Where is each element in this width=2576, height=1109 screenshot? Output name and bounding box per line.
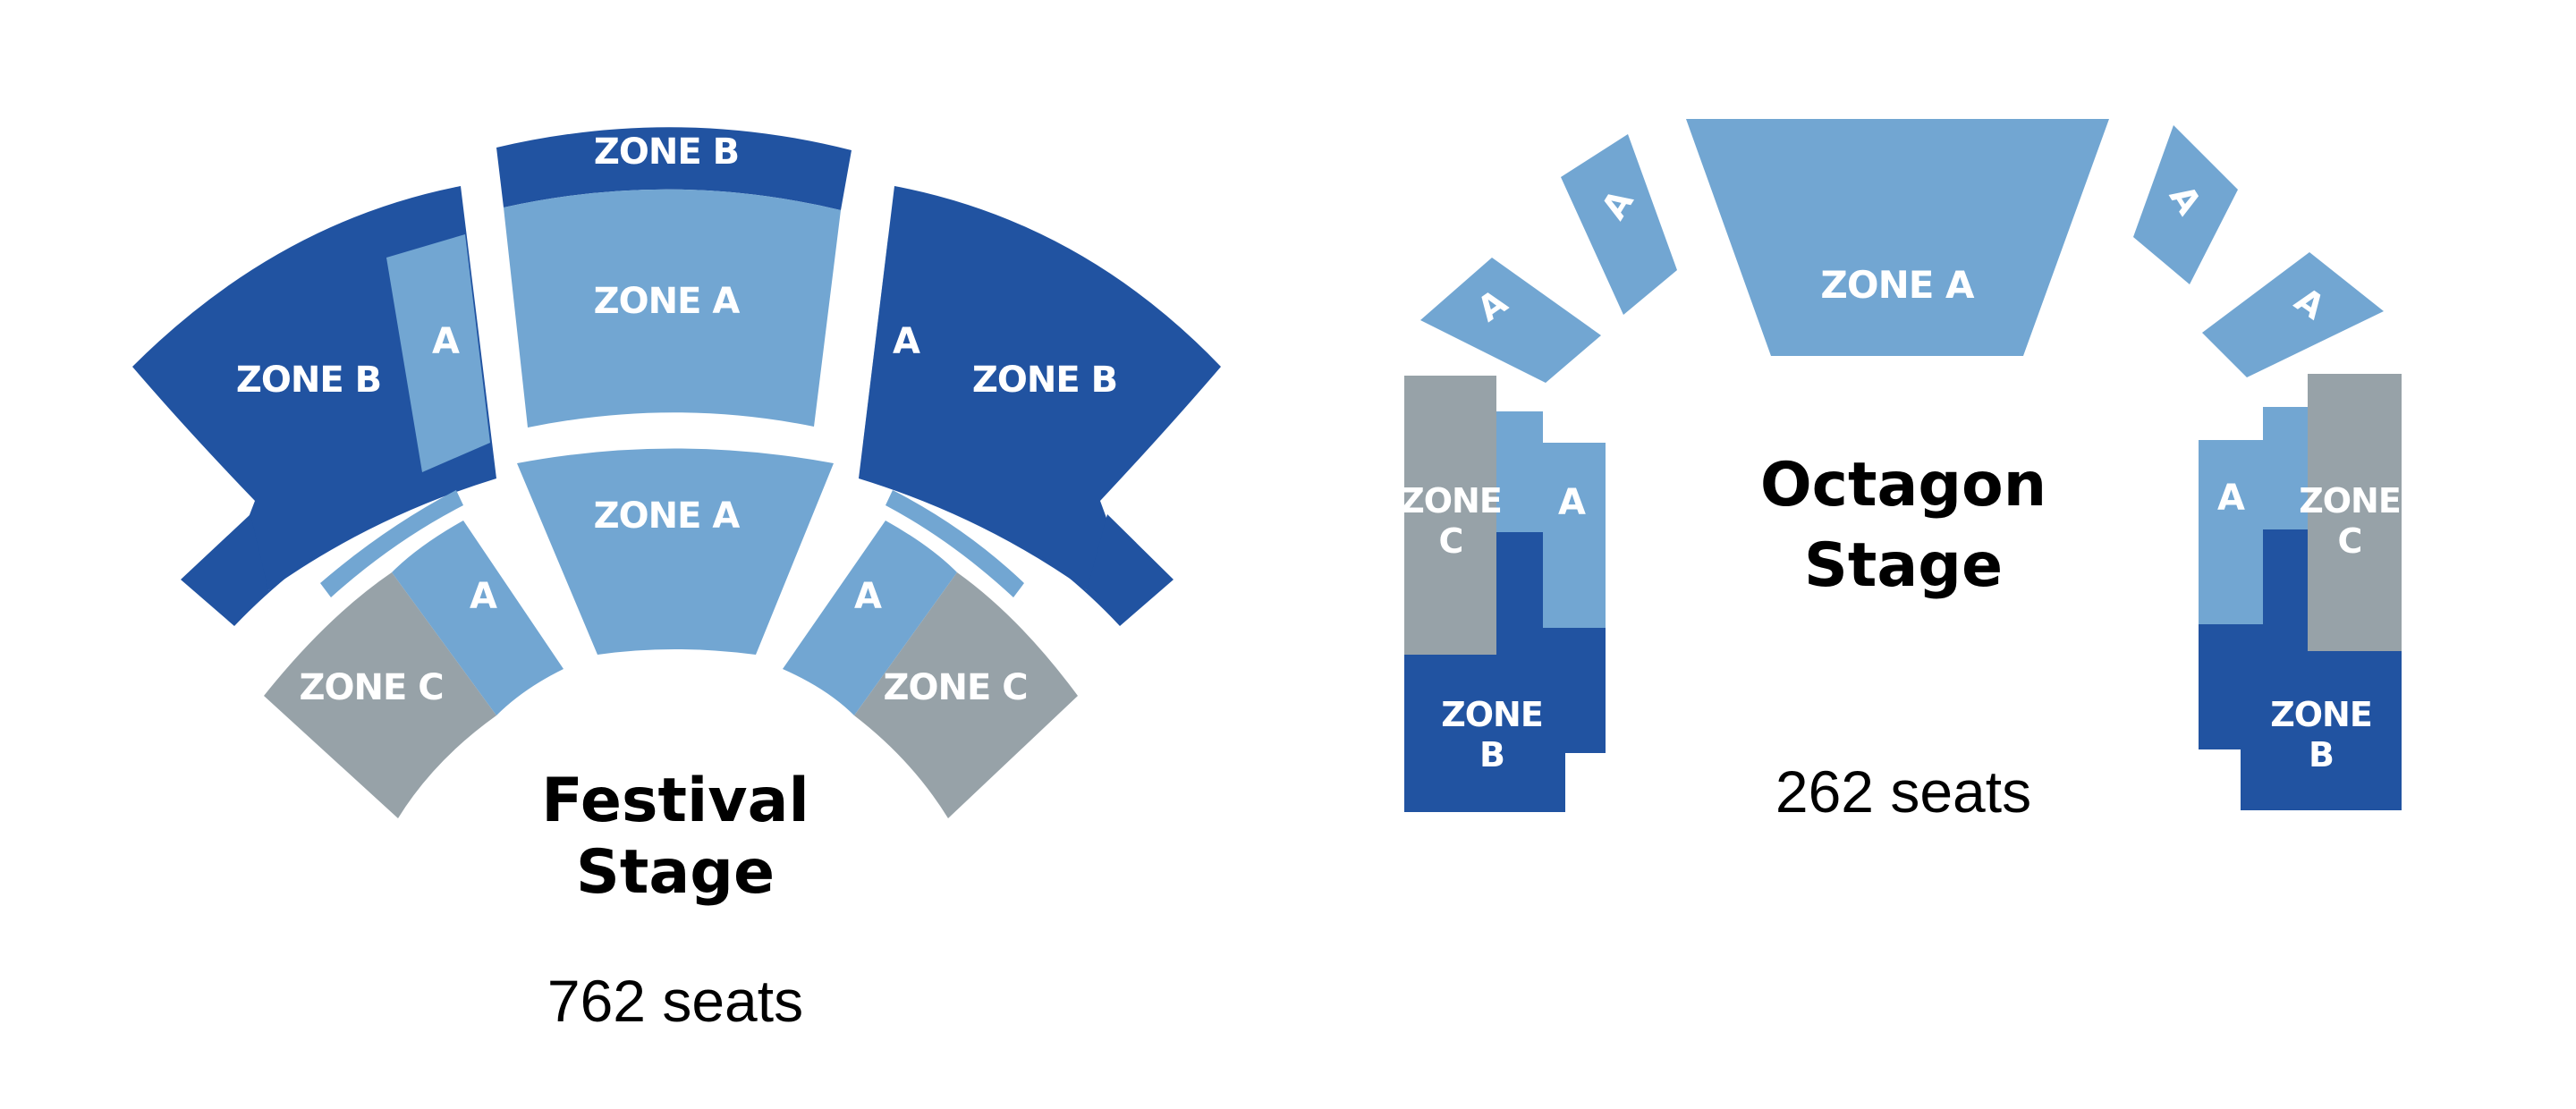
octagon-top-zone-a-label: ZONE A xyxy=(1820,263,1975,307)
festival-left-lower-zone-c[interactable] xyxy=(264,572,496,818)
festival-left-lower-zone-b[interactable] xyxy=(181,514,313,626)
festival-top-zone-b[interactable] xyxy=(496,127,852,210)
octagon-lower-left-diagonal-a[interactable] xyxy=(1420,258,1601,383)
festival-top-zone-b-label: ZONE B xyxy=(594,131,739,173)
octagon-right-zone-a-label: A xyxy=(2217,478,2245,519)
festival-center-upper-zone-a-label: ZONE A xyxy=(594,281,741,322)
festival-left-upper-zone-a[interactable] xyxy=(386,234,490,472)
octagon-left-zone-a-label: A xyxy=(1558,482,1586,523)
festival-stage-map: ZONE B A ZONE B ZONE A A ZONE B ZONE A A… xyxy=(132,127,1221,1034)
octagon-top-zone-a[interactable] xyxy=(1686,119,2109,356)
octagon-stage-name-line2: Stage xyxy=(1804,530,2003,601)
festival-left-aisle-zone-a[interactable] xyxy=(320,490,463,597)
festival-center-lower-zone-a-label: ZONE A xyxy=(594,495,741,537)
festival-stage-name-line2: Stage xyxy=(576,837,775,908)
octagon-left-zone-c-label-line1: ZONE xyxy=(1400,481,1502,521)
festival-center-upper-zone-a[interactable] xyxy=(504,189,841,428)
octagon-upper-left-diagonal-a[interactable] xyxy=(1561,134,1677,315)
festival-right-upper-zone-a-label: A xyxy=(893,321,920,362)
octagon-stage-name-line1: Octagon xyxy=(1760,450,2046,521)
festival-left-lower-zone-c-label: ZONE C xyxy=(299,667,443,708)
octagon-right-zone-b-label-line2: B xyxy=(2309,735,2334,775)
octagon-left-zone-a[interactable] xyxy=(1496,411,1606,628)
octagon-left-zone-c-label-line2: C xyxy=(1439,521,1463,561)
festival-right-lower-zone-b[interactable] xyxy=(1042,514,1174,626)
octagon-upper-right-diagonal-a[interactable] xyxy=(2133,125,2238,284)
festival-right-lower-zone-c[interactable] xyxy=(854,572,1078,818)
octagon-left-zone-b[interactable] xyxy=(1404,532,1606,812)
octagon-stage-map: A A A A ZONE A ZONE C A ZONE B A ZONE C … xyxy=(1400,119,2402,825)
octagon-right-zone-c-label-line2: C xyxy=(2338,521,2362,561)
festival-center-lower-zone-a[interactable] xyxy=(517,448,834,656)
octagon-left-zone-b-label-line2: B xyxy=(1479,735,1504,775)
festival-stage-name-line1: Festival xyxy=(541,766,809,836)
octagon-right-zone-b-label-line1: ZONE xyxy=(2270,695,2372,734)
octagon-left-zone-b-label-line1: ZONE xyxy=(1441,695,1543,734)
festival-left-upper-zone-b-label: ZONE B xyxy=(236,360,381,401)
festival-right-lower-zone-c-label: ZONE C xyxy=(883,667,1027,708)
octagon-left-zone-c[interactable] xyxy=(1404,376,1496,655)
octagon-right-zone-a[interactable] xyxy=(2199,407,2308,624)
festival-right-upper-zone-b[interactable] xyxy=(859,186,1221,590)
festival-left-lower-zone-a-label: A xyxy=(470,576,497,617)
festival-right-upper-zone-b-label: ZONE B xyxy=(972,360,1117,401)
festival-right-lower-zone-a-label: A xyxy=(854,576,882,617)
festival-left-lower-zone-a[interactable] xyxy=(392,521,564,715)
festival-seat-count: 762 seats xyxy=(547,968,803,1034)
festival-right-aisle-zone-a[interactable] xyxy=(886,490,1024,597)
octagon-right-zone-b[interactable] xyxy=(2199,529,2402,810)
octagon-seat-count: 262 seats xyxy=(1775,758,2031,825)
octagon-right-zone-c[interactable] xyxy=(2308,374,2402,651)
festival-left-upper-zone-a-label: A xyxy=(432,321,460,362)
octagon-lower-right-diagonal-a[interactable] xyxy=(2202,252,2384,377)
festival-right-lower-zone-a[interactable] xyxy=(783,521,957,715)
octagon-right-zone-c-label-line1: ZONE xyxy=(2299,481,2401,521)
